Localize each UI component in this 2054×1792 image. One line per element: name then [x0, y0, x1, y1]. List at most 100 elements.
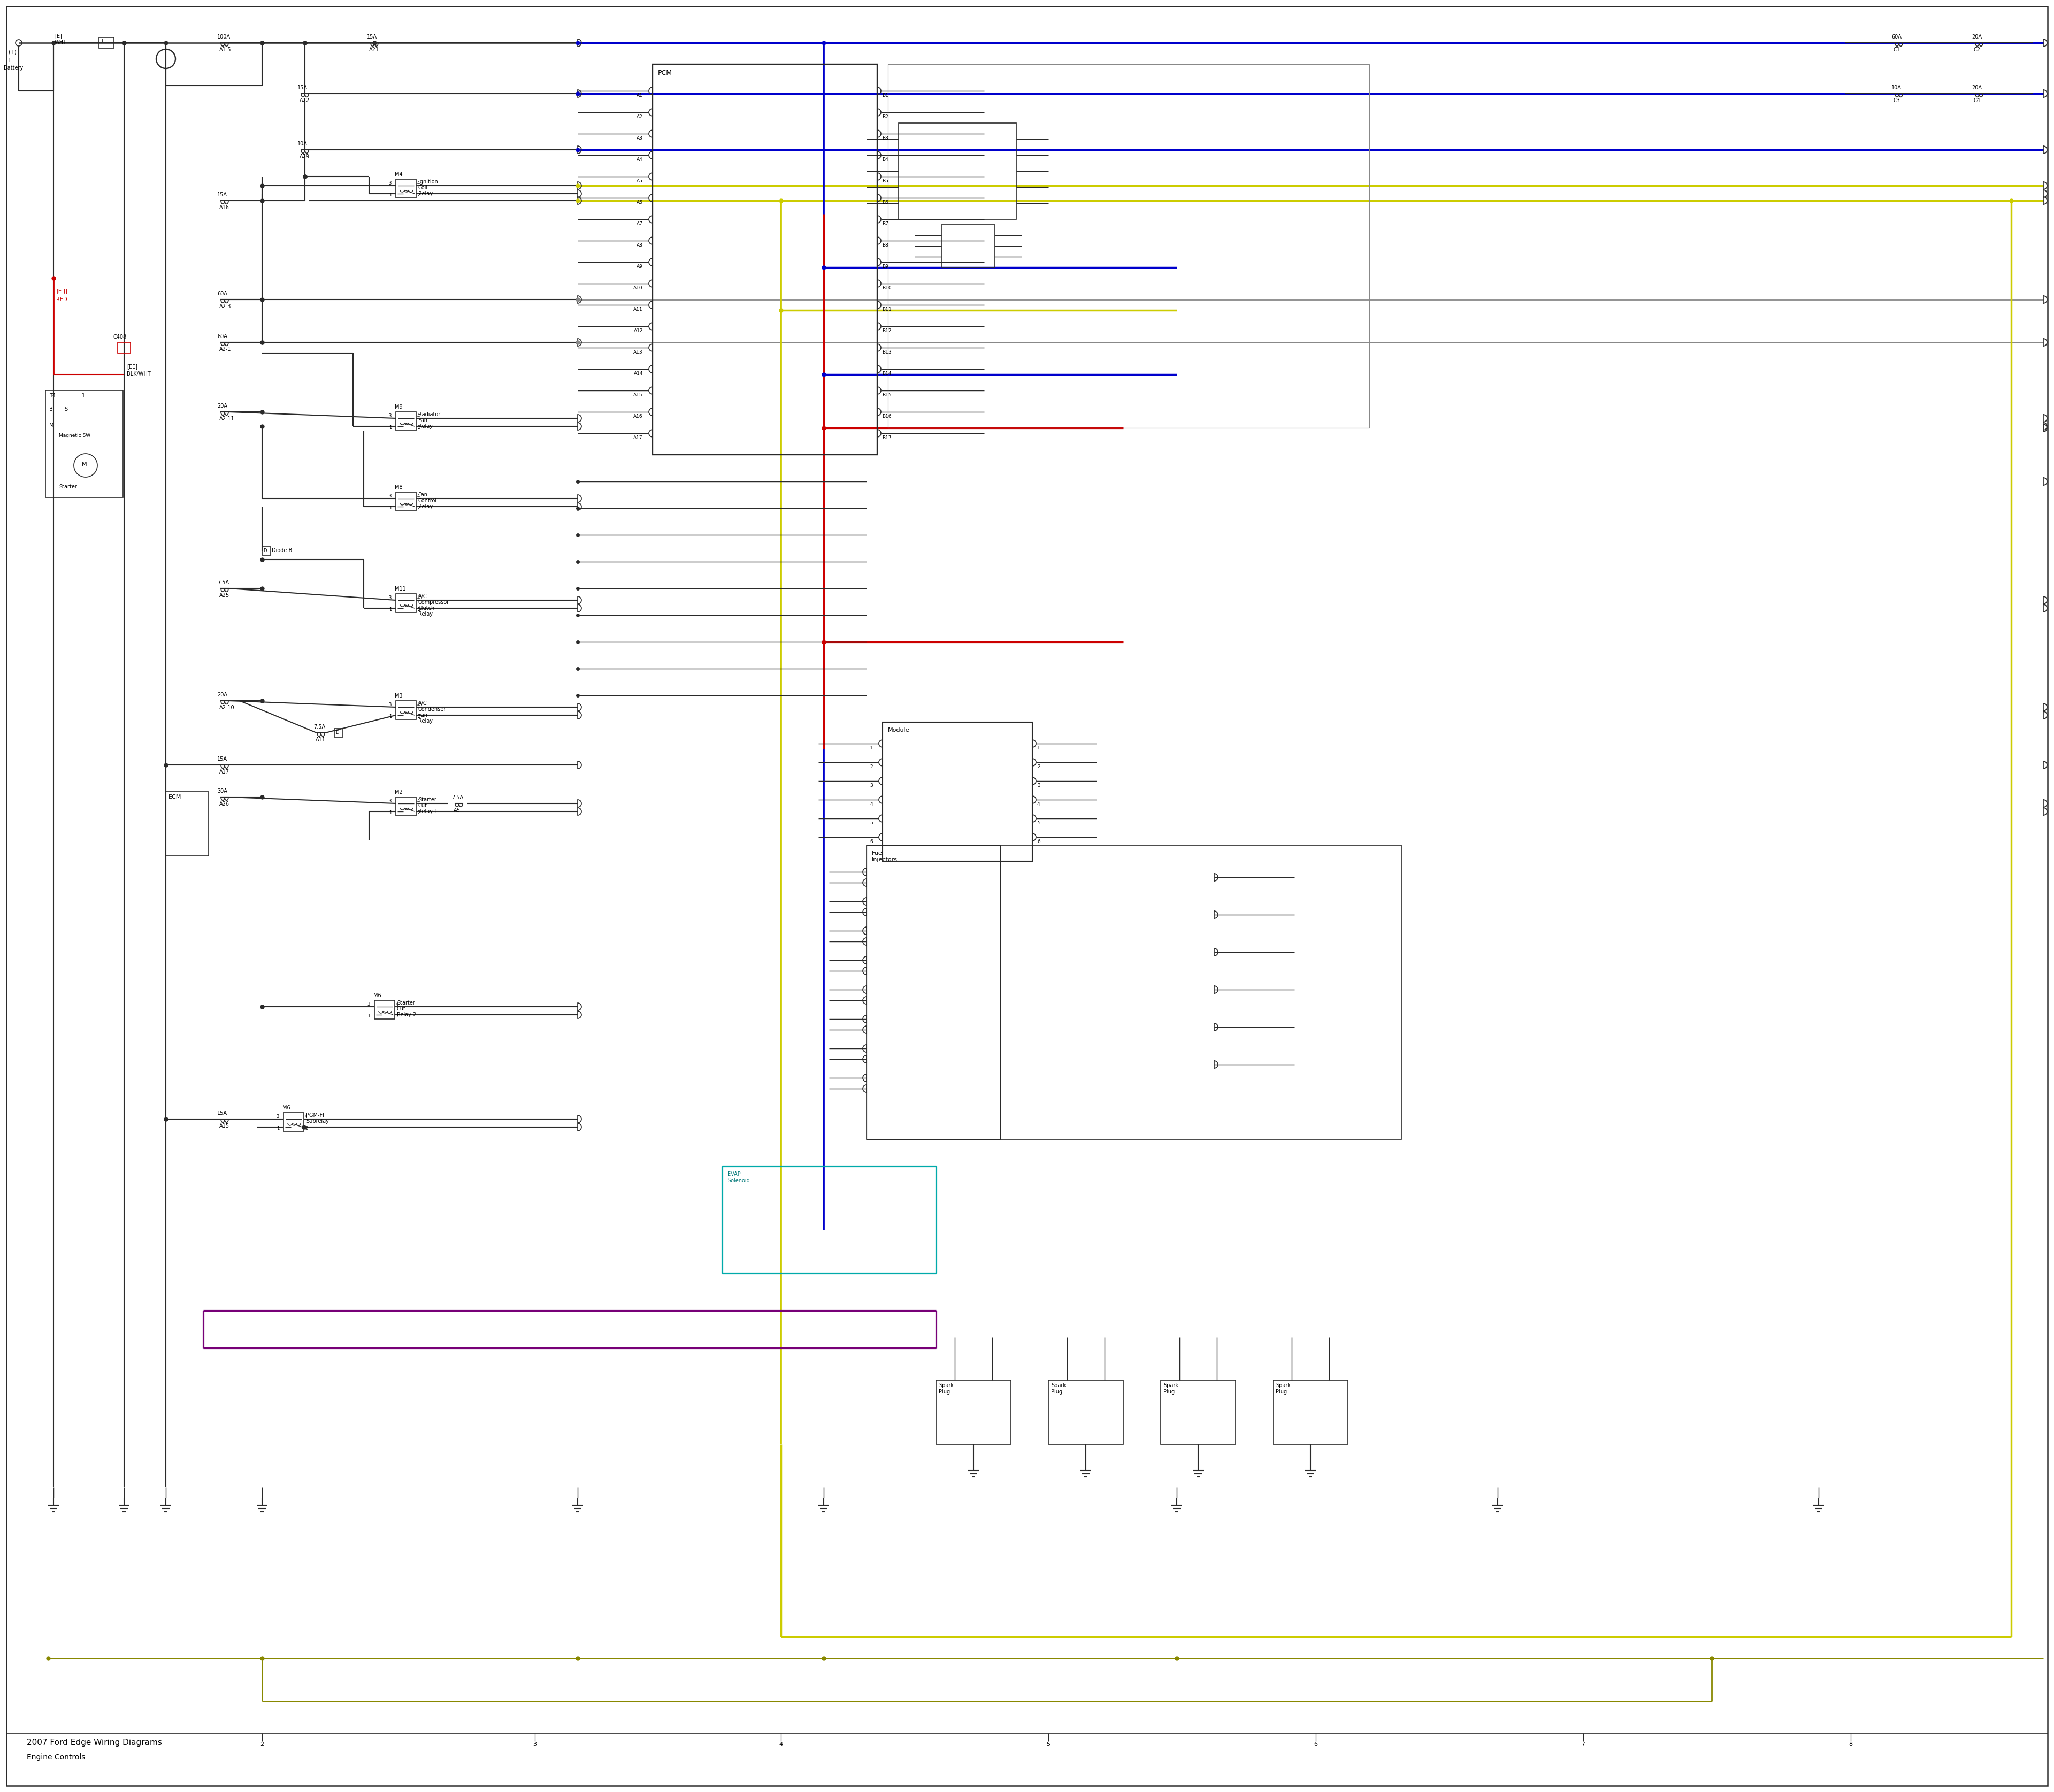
Text: [E-J]: [E-J]	[55, 289, 68, 294]
Text: Spark
Plug: Spark Plug	[1052, 1383, 1066, 1394]
Text: Magnetic SW: Magnetic SW	[60, 434, 90, 437]
Text: D: D	[335, 729, 339, 735]
Text: 3: 3	[1037, 783, 1039, 788]
Text: C4: C4	[1974, 99, 1980, 104]
Text: S: S	[64, 407, 68, 412]
Text: A/C: A/C	[419, 701, 427, 706]
Text: Fan: Fan	[419, 493, 427, 498]
Text: 1: 1	[388, 715, 392, 719]
Bar	[99, 38, 113, 48]
Text: RED: RED	[55, 297, 68, 303]
Text: 2: 2	[304, 1125, 308, 1131]
Text: B1: B1	[881, 93, 889, 99]
Text: B15: B15	[881, 392, 891, 398]
Text: M6: M6	[374, 993, 382, 998]
Text: A3: A3	[637, 136, 643, 142]
Text: 1: 1	[388, 810, 392, 815]
Text: 3: 3	[388, 181, 392, 186]
Text: [EE]: [EE]	[127, 364, 138, 369]
Text: T4: T4	[49, 392, 55, 398]
Text: 2: 2	[871, 765, 873, 769]
Text: Clutch: Clutch	[419, 606, 435, 611]
Text: 1: 1	[388, 505, 392, 511]
Text: 60A: 60A	[218, 290, 228, 296]
Text: 4: 4	[396, 1002, 398, 1007]
Text: M: M	[82, 462, 86, 468]
Text: 2007 Ford Edge Wiring Diagrams: 2007 Ford Edge Wiring Diagrams	[27, 1738, 162, 1747]
Text: B7: B7	[881, 222, 889, 226]
Text: A1-5: A1-5	[220, 47, 232, 52]
Bar	[166, 792, 210, 857]
Text: M11: M11	[394, 586, 407, 591]
Text: A15: A15	[633, 392, 643, 398]
Text: M9: M9	[394, 405, 403, 410]
Text: A2: A2	[637, 115, 643, 120]
Text: 6: 6	[871, 839, 873, 844]
Text: 4: 4	[871, 801, 873, 806]
Text: Radiator: Radiator	[419, 412, 440, 418]
Text: 3: 3	[388, 595, 392, 600]
Text: A15: A15	[220, 1124, 230, 1129]
Text: Starter: Starter	[60, 484, 76, 489]
Text: B6: B6	[881, 201, 889, 204]
Text: 8: 8	[1849, 1742, 1853, 1747]
Text: Cut: Cut	[396, 1005, 407, 1011]
Bar	[396, 701, 417, 719]
Text: EVAP
Solenoid: EVAP Solenoid	[727, 1172, 750, 1183]
Text: Relay: Relay	[419, 504, 433, 509]
Text: 5: 5	[871, 821, 873, 826]
Text: [E]: [E]	[55, 34, 62, 38]
Text: Relay: Relay	[419, 192, 433, 197]
Text: Spark
Plug: Spark Plug	[939, 1383, 953, 1394]
Text: D: D	[263, 548, 267, 554]
Text: Module: Module	[887, 728, 910, 733]
Text: B10: B10	[881, 285, 891, 290]
Text: 5: 5	[1048, 1742, 1050, 1747]
Bar	[1273, 1380, 1347, 1444]
Bar	[1161, 1380, 1237, 1444]
Text: PGM-FI: PGM-FI	[306, 1113, 325, 1118]
Text: 1: 1	[388, 607, 392, 611]
Bar	[283, 1113, 304, 1131]
Text: 7.5A: 7.5A	[452, 796, 464, 801]
Bar	[263, 547, 271, 556]
Bar	[117, 342, 131, 353]
Text: 5: 5	[1037, 821, 1039, 826]
Text: 7: 7	[1582, 1742, 1586, 1747]
Text: A4: A4	[637, 158, 643, 161]
Text: (+): (+)	[8, 48, 16, 54]
Text: A10: A10	[633, 285, 643, 290]
Bar	[867, 846, 1401, 1140]
Text: 7.5A: 7.5A	[314, 724, 325, 729]
Text: 4: 4	[417, 702, 419, 708]
Bar	[653, 65, 877, 455]
Bar	[396, 179, 417, 197]
Text: 3: 3	[388, 495, 392, 498]
Text: Ignition: Ignition	[419, 179, 438, 185]
Text: 6: 6	[1037, 839, 1039, 844]
Text: A8: A8	[637, 244, 643, 247]
Text: 4: 4	[417, 495, 419, 498]
Text: M4: M4	[394, 172, 403, 177]
Text: 4: 4	[417, 799, 419, 803]
Text: B9: B9	[881, 263, 889, 269]
Text: B14: B14	[881, 371, 891, 376]
Text: A2-11: A2-11	[220, 416, 234, 421]
Text: Starter: Starter	[419, 797, 435, 803]
Text: 20A: 20A	[1972, 34, 1982, 39]
Text: 100A: 100A	[218, 34, 230, 39]
Text: 20A: 20A	[1972, 84, 1982, 90]
Text: PCM: PCM	[657, 70, 672, 77]
Text: ECM: ECM	[168, 794, 181, 799]
Text: 30A: 30A	[218, 788, 228, 794]
Bar	[900, 124, 1017, 219]
Text: 4: 4	[1037, 801, 1039, 806]
Bar	[723, 1167, 937, 1272]
Text: Coil: Coil	[419, 185, 427, 190]
Text: A2-1: A2-1	[220, 346, 232, 351]
Text: 1: 1	[368, 1014, 370, 1018]
Text: A13: A13	[633, 349, 643, 355]
Text: 3: 3	[388, 414, 392, 418]
Bar	[396, 493, 417, 511]
Text: 10A: 10A	[298, 142, 308, 147]
